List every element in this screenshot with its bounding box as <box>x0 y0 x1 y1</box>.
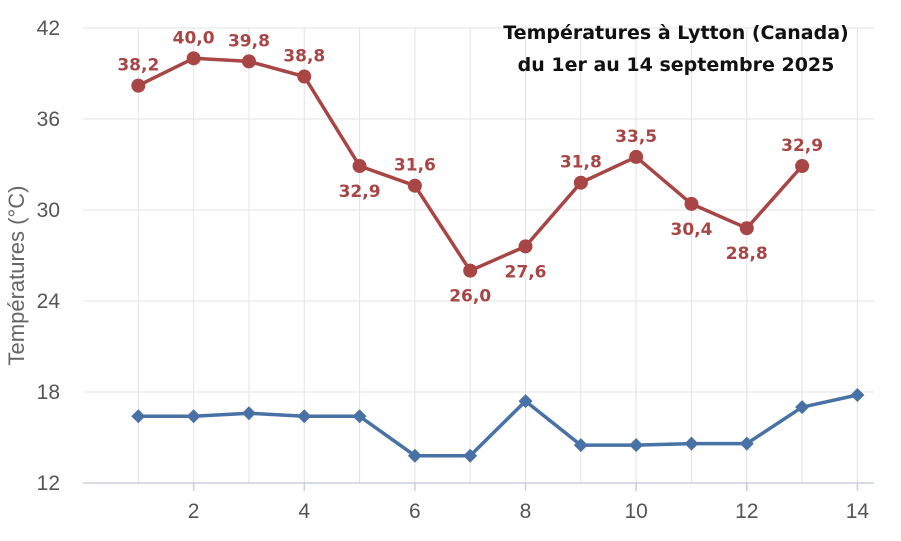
x-tick-label: 8 <box>520 500 532 523</box>
data-point <box>684 436 699 451</box>
data-point <box>739 221 754 236</box>
data-label: 31,6 <box>394 156 436 176</box>
y-tick-label: 42 <box>37 17 60 40</box>
data-point <box>297 409 312 424</box>
series: 38,2 40,0 39,8 38,8 32,9 31,6 26,0 27,6 31,8 33,5… <box>117 28 865 463</box>
y-axis-title: Températures (°C) <box>4 186 29 366</box>
data-point <box>186 409 201 424</box>
x-tick-label: 4 <box>298 500 310 523</box>
data-point <box>850 388 865 403</box>
data-point <box>131 78 146 93</box>
data-label: 32,9 <box>339 182 381 202</box>
x-tick-label: 14 <box>846 500 870 523</box>
data-label: 33,5 <box>615 127 657 147</box>
x-tick-label: 12 <box>735 500 758 523</box>
data-point <box>463 448 478 463</box>
axes <box>83 482 874 491</box>
data-point <box>518 239 533 254</box>
data-point <box>407 178 422 193</box>
data-point <box>518 394 533 409</box>
data-point <box>684 196 699 211</box>
data-point <box>186 51 201 66</box>
data-point <box>573 175 588 190</box>
data-point <box>795 159 810 174</box>
x-tick-label: 10 <box>624 500 647 523</box>
y-tick-label: 12 <box>37 472 60 495</box>
data-point <box>739 436 754 451</box>
data-label: 38,2 <box>117 56 159 76</box>
data-label: 40,0 <box>173 28 215 48</box>
data-point <box>463 263 478 278</box>
data-label: 30,4 <box>670 220 712 240</box>
data-point <box>407 448 422 463</box>
data-point <box>241 54 256 69</box>
series-line <box>138 393 858 458</box>
data-point <box>297 69 312 84</box>
data-label: 39,8 <box>228 31 270 51</box>
y-tick-label: 24 <box>37 290 61 313</box>
data-point <box>131 409 146 424</box>
data-point <box>241 406 256 421</box>
data-point <box>795 400 810 415</box>
data-point <box>629 438 644 453</box>
chart-title: Températures à Lytton (Canada) du 1er au… <box>503 22 849 76</box>
data-label: 31,8 <box>560 153 602 173</box>
data-point <box>352 159 367 174</box>
data-point <box>629 149 644 164</box>
chart-title-line-2: du 1er au 14 septembre 2025 <box>518 54 835 76</box>
y-tick-label: 30 <box>37 199 60 222</box>
y-tick-label: 36 <box>37 108 60 131</box>
data-point <box>573 438 588 453</box>
series-1 <box>131 388 865 463</box>
y-tick-label: 18 <box>37 381 60 404</box>
data-label: 28,8 <box>726 244 768 264</box>
data-label: 27,6 <box>505 262 547 282</box>
x-tick-label: 2 <box>188 500 200 523</box>
data-label: 38,8 <box>283 47 325 67</box>
chart-title-line-1: Températures à Lytton (Canada) <box>503 22 849 44</box>
series-0: 38,2 40,0 39,8 38,8 32,9 31,6 26,0 27,6 31,8 33,5… <box>117 28 823 306</box>
x-tick-label: 6 <box>409 500 421 523</box>
data-label: 26,0 <box>449 287 491 307</box>
data-point <box>352 409 367 424</box>
data-label: 32,9 <box>781 136 823 156</box>
